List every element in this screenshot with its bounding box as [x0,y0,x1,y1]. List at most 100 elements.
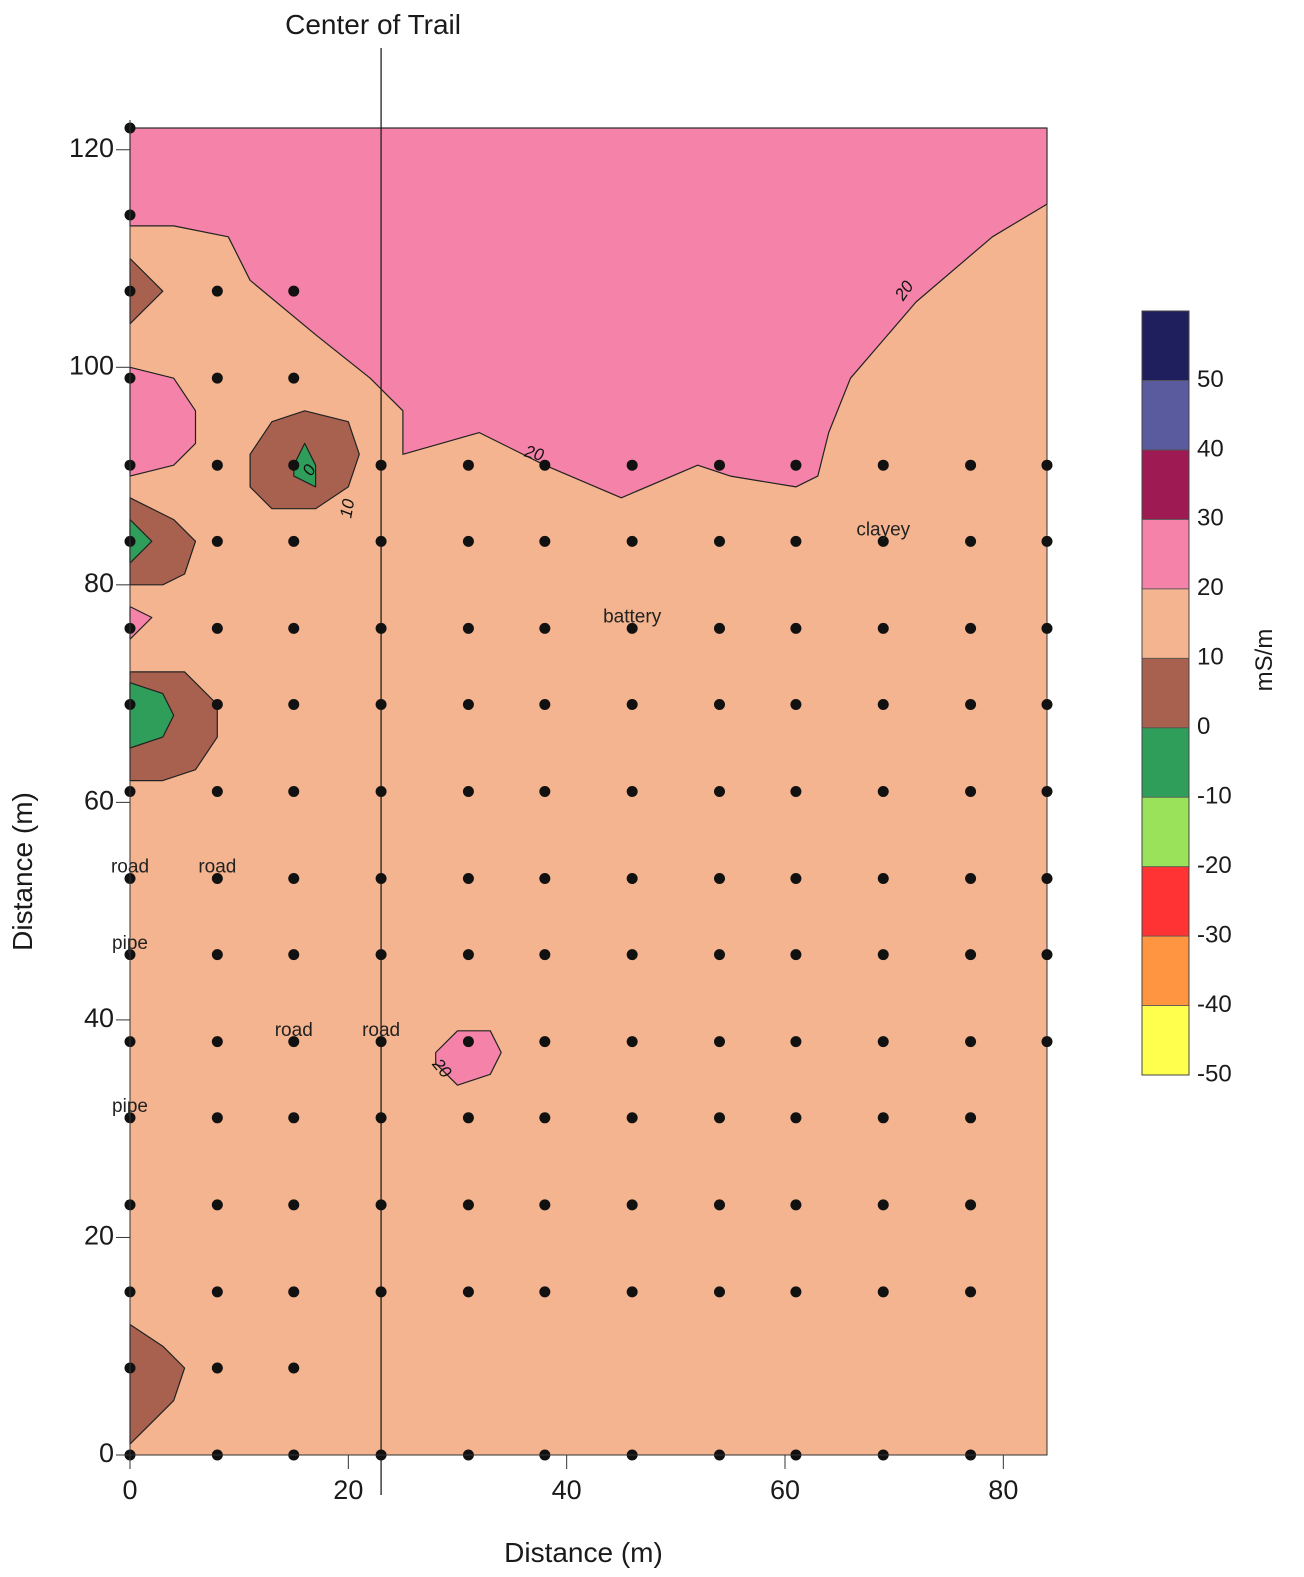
measurement-point [790,1286,802,1298]
measurement-point [714,459,725,471]
measurement-point [211,873,223,885]
measurement-point [211,1286,223,1298]
measurement-point [626,873,638,885]
colorbar-unit-label: mS/m [1251,629,1278,692]
measurement-point [626,786,638,797]
measurement-point [877,1286,889,1298]
x-tick-label: 40 [552,1475,582,1505]
colorbar-swatch [1141,1005,1190,1076]
x-tick-label: 0 [122,1475,137,1505]
measurement-point [211,622,223,634]
y-tick-label: 100 [69,350,114,380]
measurement-point [965,1199,977,1211]
measurement-point [1041,949,1053,961]
measurement-point [211,1036,223,1048]
measurement-point [1041,622,1053,634]
measurement-point [462,1286,474,1298]
measurement-point [288,786,300,797]
y-tick-label: 60 [84,786,114,816]
y-tick-label: 120 [69,133,114,163]
measurement-point [539,1286,551,1298]
measurement-point [714,1199,725,1211]
colorbar-swatch [1141,796,1190,868]
colorbar-tick-label: 50 [1197,366,1224,393]
y-tick-label: 40 [84,1003,114,1033]
measurement-point [714,1286,725,1298]
annotation-clayey: clayey [856,519,910,540]
measurement-point [211,786,223,797]
annotation-road: road [198,857,236,878]
measurement-point [211,285,223,297]
measurement-point [626,1112,638,1124]
colorbar-swatch [1141,380,1190,451]
measurement-point [877,622,889,634]
measurement-point [1041,1036,1053,1048]
colorbar-swatch [1141,727,1190,798]
measurement-point [626,459,638,471]
colorbar-tick-label: 10 [1197,644,1224,671]
y-axis-title: Distance (m) [7,792,38,951]
measurement-point [965,1286,977,1298]
colorbar-tick-label: -50 [1197,1060,1232,1087]
measurement-point [1041,873,1053,885]
measurement-point [462,535,474,547]
colorbar: -50 -40 -30 -20 -10 0 10 20 30 40 50 mS/m [1141,310,1278,1087]
measurement-point [626,535,638,547]
measurement-point [626,1036,638,1048]
measurement-point [714,1036,725,1048]
measurement-point [790,459,802,471]
measurement-point [211,698,223,710]
colorbar-tick-label: -40 [1197,991,1232,1018]
measurement-point [965,786,977,797]
measurement-point [965,698,977,710]
measurement-point [539,622,551,634]
x-axis-title: Distance (m) [504,1537,663,1568]
contour-region-vlow-pit [293,442,317,488]
measurement-point [539,1036,551,1048]
measurement-point [1041,786,1053,797]
x-tick-label: 60 [770,1475,800,1505]
measurement-point [877,1036,889,1048]
measurement-point [375,535,387,547]
annotation-road: road [275,1020,313,1041]
measurement-point [539,459,551,471]
measurement-point [375,1036,387,1048]
measurement-point [790,786,802,797]
colorbar-tick-label: -20 [1197,852,1232,879]
y-tick-label: 0 [99,1438,114,1468]
measurement-point [375,459,387,471]
measurement-point [790,873,802,885]
measurement-point [539,949,551,961]
measurement-point [462,459,474,471]
measurement-point [539,698,551,710]
measurement-point [539,786,551,797]
measurement-point [462,1199,474,1211]
measurement-point [1041,459,1053,471]
measurement-point [288,459,300,471]
y-tick-label: 20 [84,1221,114,1251]
measurement-point [790,1036,802,1048]
colorbar-frame [1141,310,1190,1076]
colorbar-tick-label: -10 [1197,783,1232,810]
measurement-point [965,1036,977,1048]
colorbar-tick-label: -30 [1197,921,1232,948]
measurement-point [288,1286,300,1298]
measurement-point [288,535,300,547]
measurement-point [288,372,300,384]
measurement-point [375,698,387,710]
measurement-point [462,786,474,797]
measurement-point [790,1112,802,1124]
measurement-point [877,873,889,885]
colorbar-swatch [1141,657,1190,729]
y-tick-label: 80 [84,568,114,598]
measurement-point [877,1112,889,1124]
measurement-point [211,1362,223,1374]
measurement-point [539,873,551,885]
measurement-point [288,1036,300,1048]
measurement-point [1041,698,1053,710]
measurement-point [714,622,725,634]
x-tick-label: 80 [988,1475,1018,1505]
measurement-point [375,622,387,634]
